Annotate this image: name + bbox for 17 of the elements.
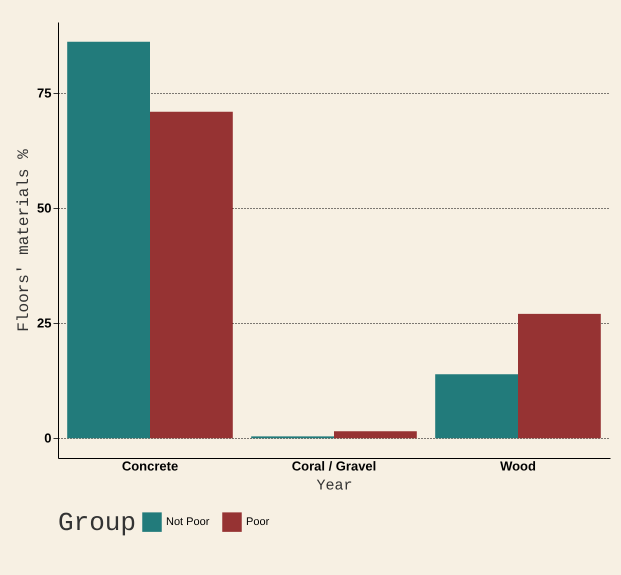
y-tick-label: 0 [44, 430, 52, 446]
x-tick-label: Coral / Gravel [292, 458, 376, 474]
bar [435, 374, 518, 438]
bar [67, 42, 150, 438]
x-axis-title: Year [316, 478, 353, 494]
y-tick-label: 25 [37, 316, 52, 331]
legend-title: Group [58, 508, 136, 538]
y-axis-title: Floors' materials % [15, 148, 34, 332]
bar [518, 314, 601, 438]
legend-label: Not Poor [166, 516, 210, 528]
bar [150, 112, 233, 438]
y-tick-label: 75 [37, 85, 52, 100]
y-tick-label: 50 [37, 200, 52, 216]
x-tick-label: Wood [500, 458, 536, 474]
legend-label: Poor [246, 516, 270, 528]
x-tick-label: Concrete [122, 458, 178, 474]
bar [334, 431, 417, 438]
